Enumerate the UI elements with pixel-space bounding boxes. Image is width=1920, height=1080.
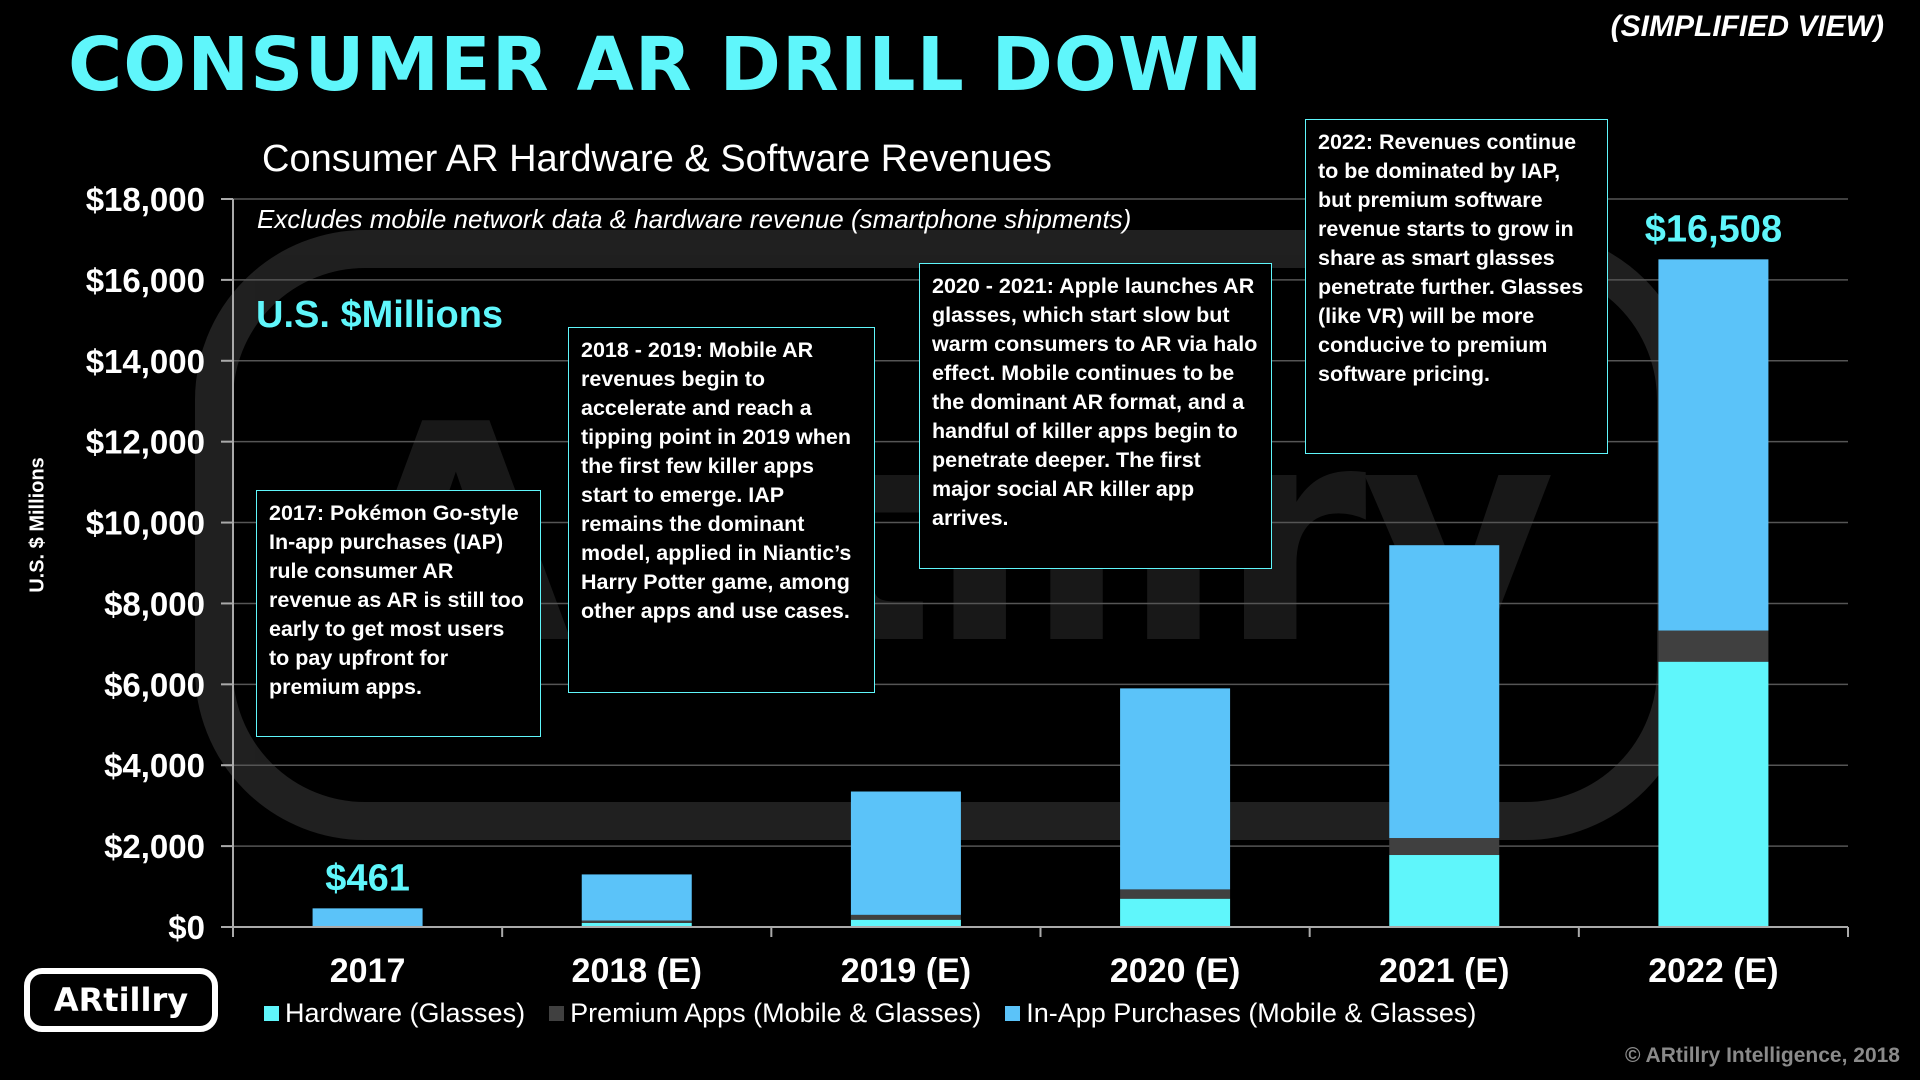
- note-2018-2019: 2018 - 2019: Mobile AR revenues begin to…: [568, 327, 875, 693]
- y-tick-label: $2,000: [104, 828, 205, 865]
- y-tick-label: $10,000: [86, 505, 205, 542]
- artillry-logo: ARtillry: [24, 968, 218, 1032]
- y-tick-label: $18,000: [86, 181, 205, 218]
- legend-item-premium: Premium Apps (Mobile & Glasses): [549, 998, 981, 1029]
- bar-iap-2019: [850, 791, 961, 915]
- total-label: $461: [325, 857, 410, 899]
- y-tick-label: $8,000: [104, 585, 205, 622]
- x-tick-label: 2017: [330, 952, 406, 990]
- y-tick-label: $4,000: [104, 747, 205, 784]
- total-label: $16,508: [1645, 208, 1782, 250]
- bar-iap-2021: [1389, 545, 1500, 839]
- bar-premium-2019: [850, 914, 961, 920]
- chart-title: Consumer AR Hardware & Software Revenues: [262, 138, 1052, 180]
- page-title: CONSUMER AR DRILL DOWN: [68, 22, 1264, 108]
- note-2020-2021: 2020 - 2021: Apple launches AR glasses, …: [919, 263, 1272, 569]
- bar-hardware-2020: [1120, 898, 1231, 927]
- bar-hardware-2021: [1389, 855, 1500, 927]
- bar-premium-2020: [1120, 889, 1231, 899]
- legend-swatch-hardware: [264, 1006, 279, 1021]
- bar-layer: [312, 259, 1769, 927]
- x-tick-label: 2018 (E): [572, 952, 702, 990]
- note-2017: 2017: Pokémon Go-style In-app purchases …: [256, 490, 541, 737]
- bar-premium-2021: [1389, 838, 1500, 856]
- note-2022: 2022: Revenues continue to be dominated …: [1305, 119, 1608, 454]
- legend-item-hardware: Hardware (Glasses): [264, 998, 525, 1029]
- legend-label-premium: Premium Apps (Mobile & Glasses): [570, 998, 982, 1028]
- y-axis-label: U.S. $ Millions: [26, 457, 49, 593]
- logo-text: ARtillry: [53, 981, 189, 1019]
- x-tick-label: 2021 (E): [1379, 952, 1509, 990]
- copyright-notice: © ARtillry Intelligence, 2018: [1625, 1044, 1900, 1067]
- view-label: (SIMPLIFIED VIEW): [1610, 10, 1884, 43]
- units-label: U.S. $Millions: [256, 294, 504, 336]
- legend-label-hardware: Hardware (Glasses): [285, 998, 526, 1028]
- bar-hardware-2022: [1658, 661, 1769, 927]
- y-tick-label: $16,000: [86, 262, 205, 299]
- bar-premium-2022: [1658, 630, 1769, 662]
- bar-iap-2017: [312, 908, 423, 927]
- x-tick-label: 2022 (E): [1648, 952, 1778, 990]
- label-layer: $461 $16,508: [325, 208, 1782, 899]
- chart-legend: Hardware (Glasses) Premium Apps (Mobile …: [264, 998, 1500, 1029]
- legend-item-iap: In-App Purchases (Mobile & Glasses): [1005, 998, 1476, 1029]
- legend-swatch-iap: [1005, 1006, 1021, 1021]
- y-tick-label: $0: [168, 909, 205, 946]
- axis-layer: $0 $2,000 $4,000 $6,000 $8,000 $10,000 $12,000…: [86, 181, 1849, 990]
- bar-hardware-2018: [581, 922, 692, 927]
- bar-iap-2018: [581, 874, 692, 921]
- y-tick-label: $6,000: [104, 666, 205, 703]
- x-tick-label: 2020 (E): [1110, 952, 1240, 990]
- chart-subtitle: Excludes mobile network data & hardware …: [257, 204, 1132, 234]
- y-tick-label: $14,000: [86, 343, 205, 380]
- bar-hardware-2019: [850, 919, 961, 927]
- y-tick-label: $12,000: [86, 424, 205, 461]
- bar-premium-2018: [581, 920, 692, 923]
- bar-iap-2020: [1120, 688, 1231, 890]
- bar-iap-2022: [1658, 259, 1769, 631]
- legend-swatch-premium: [549, 1006, 565, 1021]
- x-tick-label: 2019 (E): [841, 952, 971, 990]
- legend-label-iap: In-App Purchases (Mobile & Glasses): [1026, 998, 1477, 1028]
